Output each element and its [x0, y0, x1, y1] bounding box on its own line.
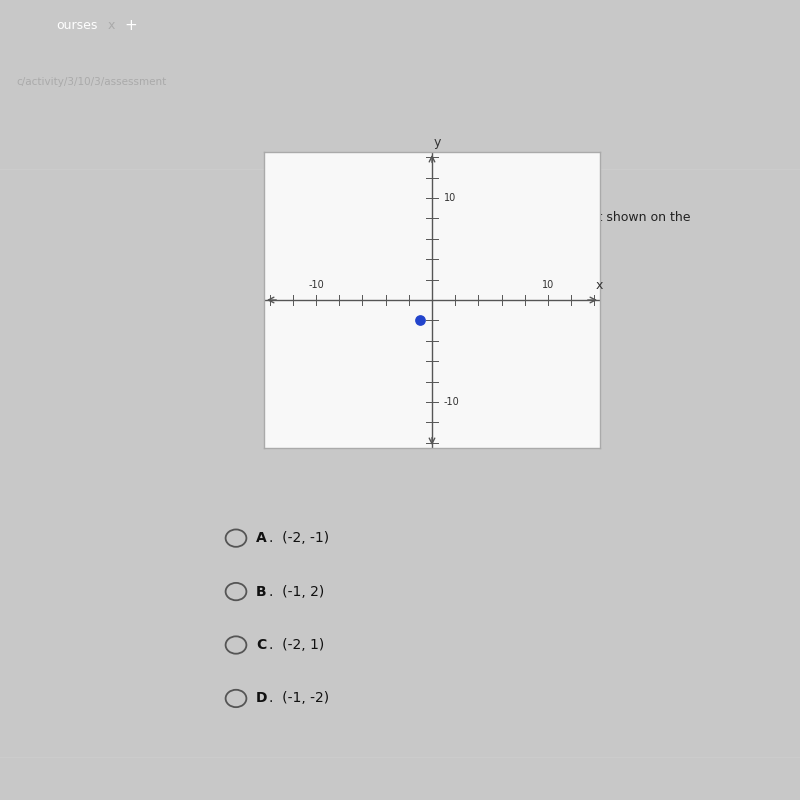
Text: .  (-1, -2): . (-1, -2) — [269, 691, 329, 706]
Text: Question 10 of 25: Question 10 of 25 — [264, 175, 416, 190]
Text: .  (-2, 1): . (-2, 1) — [269, 638, 324, 652]
Text: 10: 10 — [542, 280, 554, 290]
Text: Which ordered pair describes the location of the point shown on the
coordinate s: Which ordered pair describes the locatio… — [264, 211, 690, 242]
Text: -10: -10 — [443, 397, 459, 407]
Text: 2 Points: 2 Points — [264, 195, 314, 209]
Text: x: x — [596, 279, 603, 292]
Text: B: B — [256, 585, 266, 598]
Text: 10: 10 — [443, 193, 456, 203]
Text: .  (-1, 2): . (-1, 2) — [269, 585, 324, 598]
Text: D: D — [256, 691, 267, 706]
Text: .  (-2, -1): . (-2, -1) — [269, 531, 329, 545]
Text: +: + — [124, 18, 137, 33]
Text: c/activity/3/10/3/assessment: c/activity/3/10/3/assessment — [16, 77, 166, 87]
Point — [414, 314, 427, 327]
Text: ↑  3.10.3 Test (CST):  Coordinate Geometry: ↑ 3.10.3 Test (CST): Coordinate Geometry — [280, 155, 552, 168]
Text: C: C — [256, 638, 266, 652]
Text: -10: -10 — [308, 280, 324, 290]
Text: y: y — [434, 136, 442, 149]
Text: ourses: ourses — [56, 19, 98, 32]
Text: A: A — [256, 531, 266, 545]
Text: x: x — [108, 19, 115, 32]
